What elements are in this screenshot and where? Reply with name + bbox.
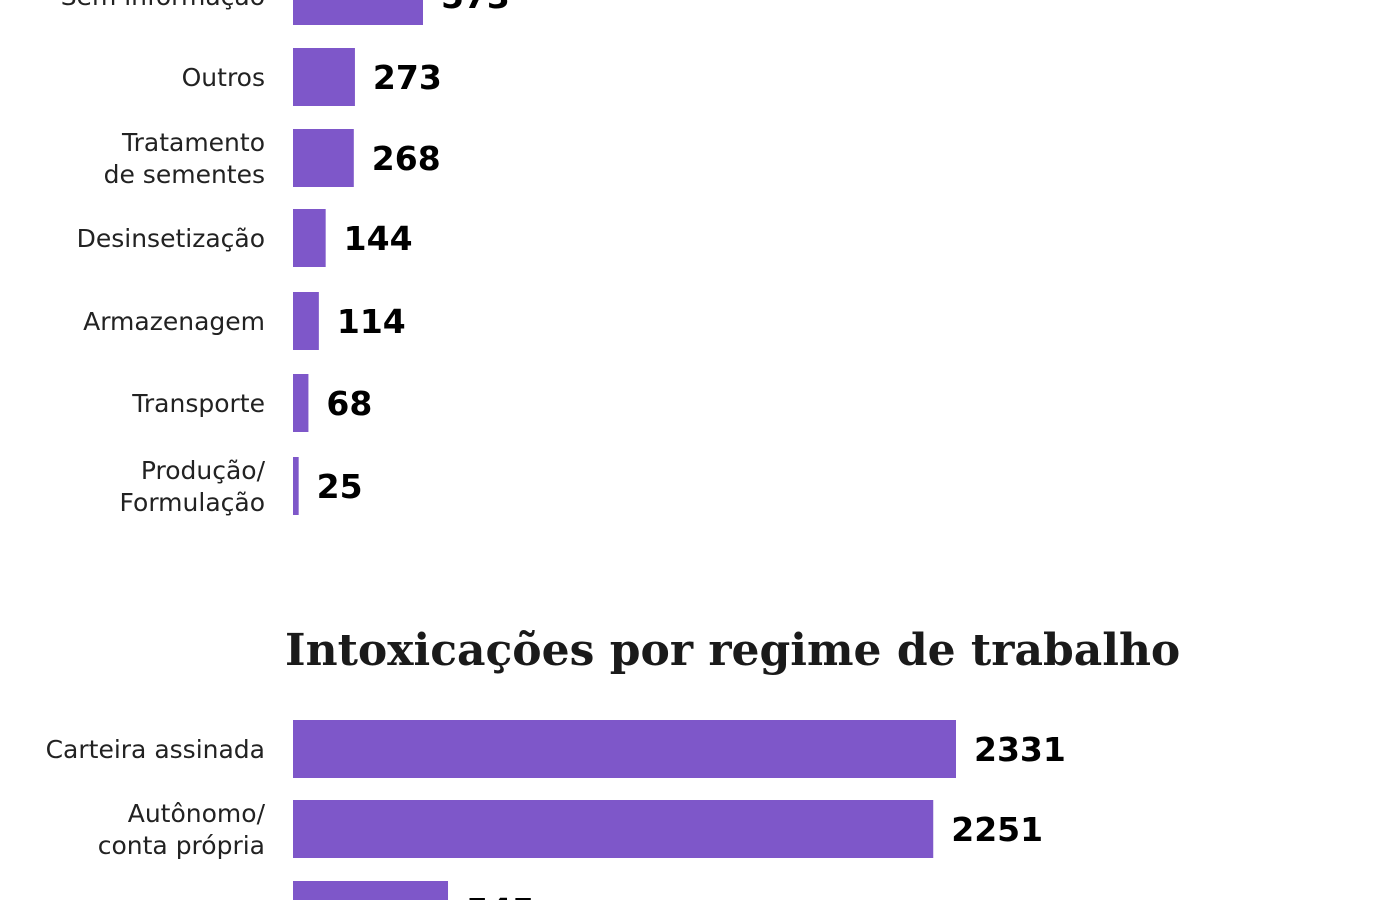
value-label: 25 xyxy=(317,467,363,506)
bar xyxy=(293,881,449,900)
bar xyxy=(293,48,355,106)
bar xyxy=(293,457,299,515)
category-label: Desinsetização xyxy=(77,224,265,253)
bar xyxy=(293,720,956,778)
value-label: 545 xyxy=(466,891,535,900)
bar xyxy=(293,292,319,350)
bar xyxy=(293,800,934,858)
value-label: 268 xyxy=(372,139,441,178)
category-label: Autônomo/conta própria xyxy=(98,799,266,860)
bar xyxy=(293,209,326,267)
category-label: Sem informação xyxy=(61,0,265,11)
category-label: Carteira assinada xyxy=(46,735,265,764)
value-label: 114 xyxy=(337,302,406,341)
value-label: 2251 xyxy=(951,810,1043,849)
bar xyxy=(293,129,354,187)
category-label: Tratamento de sementes xyxy=(104,128,265,189)
category-label: Produção/Formulação xyxy=(120,456,266,517)
value-label: 273 xyxy=(373,58,442,97)
value-label: 573 xyxy=(441,0,510,16)
bar xyxy=(293,374,309,432)
bar-chart-2: Intoxicações por regime de trabalho Carte… xyxy=(46,625,1180,900)
category-label: Empregado xyxy=(122,896,265,900)
chart-title: Intoxicações por regime de trabalho xyxy=(285,625,1180,676)
category-label: Outros xyxy=(182,63,265,92)
value-label: 144 xyxy=(344,219,413,258)
value-label: 2331 xyxy=(974,730,1066,769)
value-label: 68 xyxy=(326,384,372,423)
category-label: Transporte xyxy=(131,389,265,418)
category-label: Armazenagem xyxy=(83,307,265,336)
bar xyxy=(293,0,423,25)
